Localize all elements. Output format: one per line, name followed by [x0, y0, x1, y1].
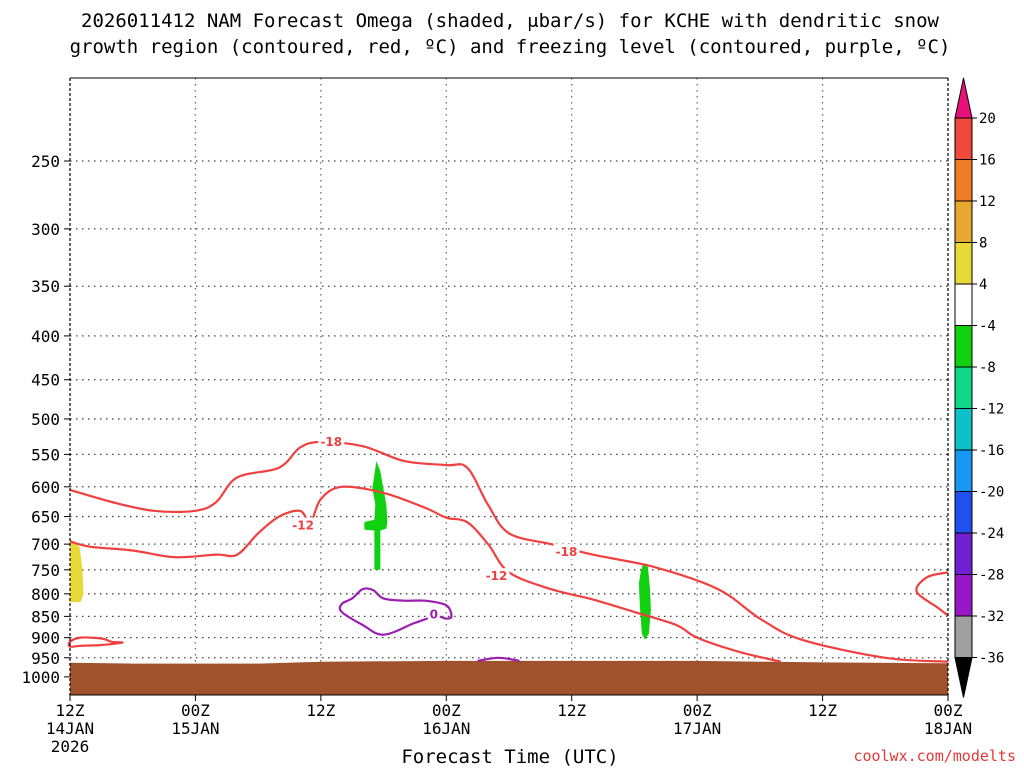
colorbar-label: 16 [979, 153, 996, 169]
colorbar-label: 4 [979, 277, 987, 293]
y-tick-label: 300 [31, 220, 60, 239]
colorbar-bin [954, 283, 973, 326]
colorbar-bin [954, 325, 973, 368]
x-tick-label: 00Z [683, 701, 712, 720]
omega-region [638, 564, 651, 640]
contour-line [69, 440, 949, 663]
contour-line [477, 656, 520, 662]
colorbar-top-arrow [954, 77, 973, 119]
contour-line [67, 636, 124, 648]
x-tick-label: 14JAN [46, 719, 94, 738]
contour-label-background [427, 606, 440, 622]
contour-label-background [318, 434, 345, 450]
colorbar-bin [954, 159, 973, 202]
colorbar-bin [954, 117, 973, 160]
colorbar-label: -20 [979, 485, 1004, 501]
y-tick-label: 650 [31, 508, 60, 527]
colorbar-bin [954, 532, 973, 575]
colorbar-label: -32 [979, 609, 1004, 625]
x-tick-label: 16JAN [422, 719, 470, 738]
contour-label: -12 [292, 519, 314, 533]
colorbar-bin [954, 491, 973, 534]
contour-label: -18 [320, 435, 342, 449]
x-tick-label: 17JAN [673, 719, 721, 738]
x-tick-label: 2026 [51, 737, 90, 756]
y-tick-label: 1000 [21, 668, 60, 687]
plot-background [70, 78, 948, 695]
colorbar-label: -12 [979, 402, 1004, 418]
y-tick-label: 900 [31, 629, 60, 648]
omega-region [70, 538, 84, 603]
x-tick-label: 12Z [557, 701, 586, 720]
colorbar-label: -36 [979, 651, 1004, 667]
colorbar-label: -16 [979, 443, 1004, 459]
contour-layer: -18 -18 -12 -12 0 [67, 434, 949, 663]
x-tick-label: 00Z [934, 701, 963, 720]
contour-line [69, 485, 782, 663]
x-axis-label: Forecast Time (UTC) [401, 746, 618, 768]
contour-label-background [553, 544, 580, 560]
colorbar-label: -4 [979, 319, 996, 335]
y-tick-label: 400 [31, 327, 60, 346]
x-tick-label: 00Z [181, 701, 210, 720]
contour-line [915, 571, 949, 617]
y-tick-label: 250 [31, 152, 60, 171]
y-axis: 250 300 350 400 450 500 550 600 650 700 750 800 850 9… [21, 152, 70, 687]
y-tick-label: 500 [31, 410, 60, 429]
y-tick-label: 550 [31, 445, 60, 464]
y-tick-label: 850 [31, 607, 60, 626]
colorbar-bottom-arrow [954, 657, 973, 698]
colorbar-bin [954, 449, 973, 492]
colorbar-bin [954, 200, 973, 243]
colorbar-bin [954, 408, 973, 451]
terrain-layer [70, 660, 948, 695]
x-tick-label: 00Z [432, 701, 461, 720]
colorbar: 20 16 12 8 4 -4 -8 -12 -16 -20 -24 -28 -32 -36 [954, 77, 1004, 698]
x-tick-label: 12Z [306, 701, 335, 720]
colorbar-label: 8 [979, 236, 987, 252]
colorbar-label: -8 [979, 360, 996, 376]
contour-line [338, 587, 453, 636]
colorbar-bin [954, 366, 973, 409]
colorbar-bin [954, 242, 973, 285]
y-tick-label: 450 [31, 371, 60, 390]
plot-frame [69, 77, 949, 696]
contour-label: 0 [430, 608, 438, 622]
contour-label-background [290, 517, 317, 533]
colorbar-bin [954, 615, 973, 658]
x-tick-label: 12Z [808, 701, 837, 720]
colorbar-label: -24 [979, 526, 1004, 542]
terrain-fill [70, 660, 948, 695]
chart-title-line-2: growth region (contoured, red, ºC) and f… [70, 36, 951, 58]
y-tick-label: 700 [31, 535, 60, 554]
contour-label-background [483, 568, 510, 584]
colorbar-label: 12 [979, 194, 996, 210]
x-tick-label: 12Z [56, 701, 85, 720]
x-tick-label: 15JAN [171, 719, 219, 738]
omega-region [364, 461, 388, 570]
chart-title-line-1: 2026011412 NAM Forecast Omega (shaded, μ… [81, 10, 939, 32]
colorbar-bin [954, 574, 973, 617]
plot-area [70, 78, 948, 695]
y-tick-label: 350 [31, 277, 60, 296]
x-tick-label: 18JAN [924, 719, 972, 738]
y-tick-label: 750 [31, 561, 60, 580]
y-tick-label: 950 [31, 649, 60, 668]
y-tick-label: 600 [31, 478, 60, 497]
omega-shading-layer [70, 461, 651, 640]
credit-text: coolwx.com/modelts [853, 747, 1016, 765]
colorbar-label: -28 [979, 568, 1004, 584]
y-tick-label: 800 [31, 585, 60, 604]
contour-label: -12 [486, 569, 508, 583]
contour-label: -18 [556, 545, 578, 559]
colorbar-label: 20 [979, 111, 996, 127]
